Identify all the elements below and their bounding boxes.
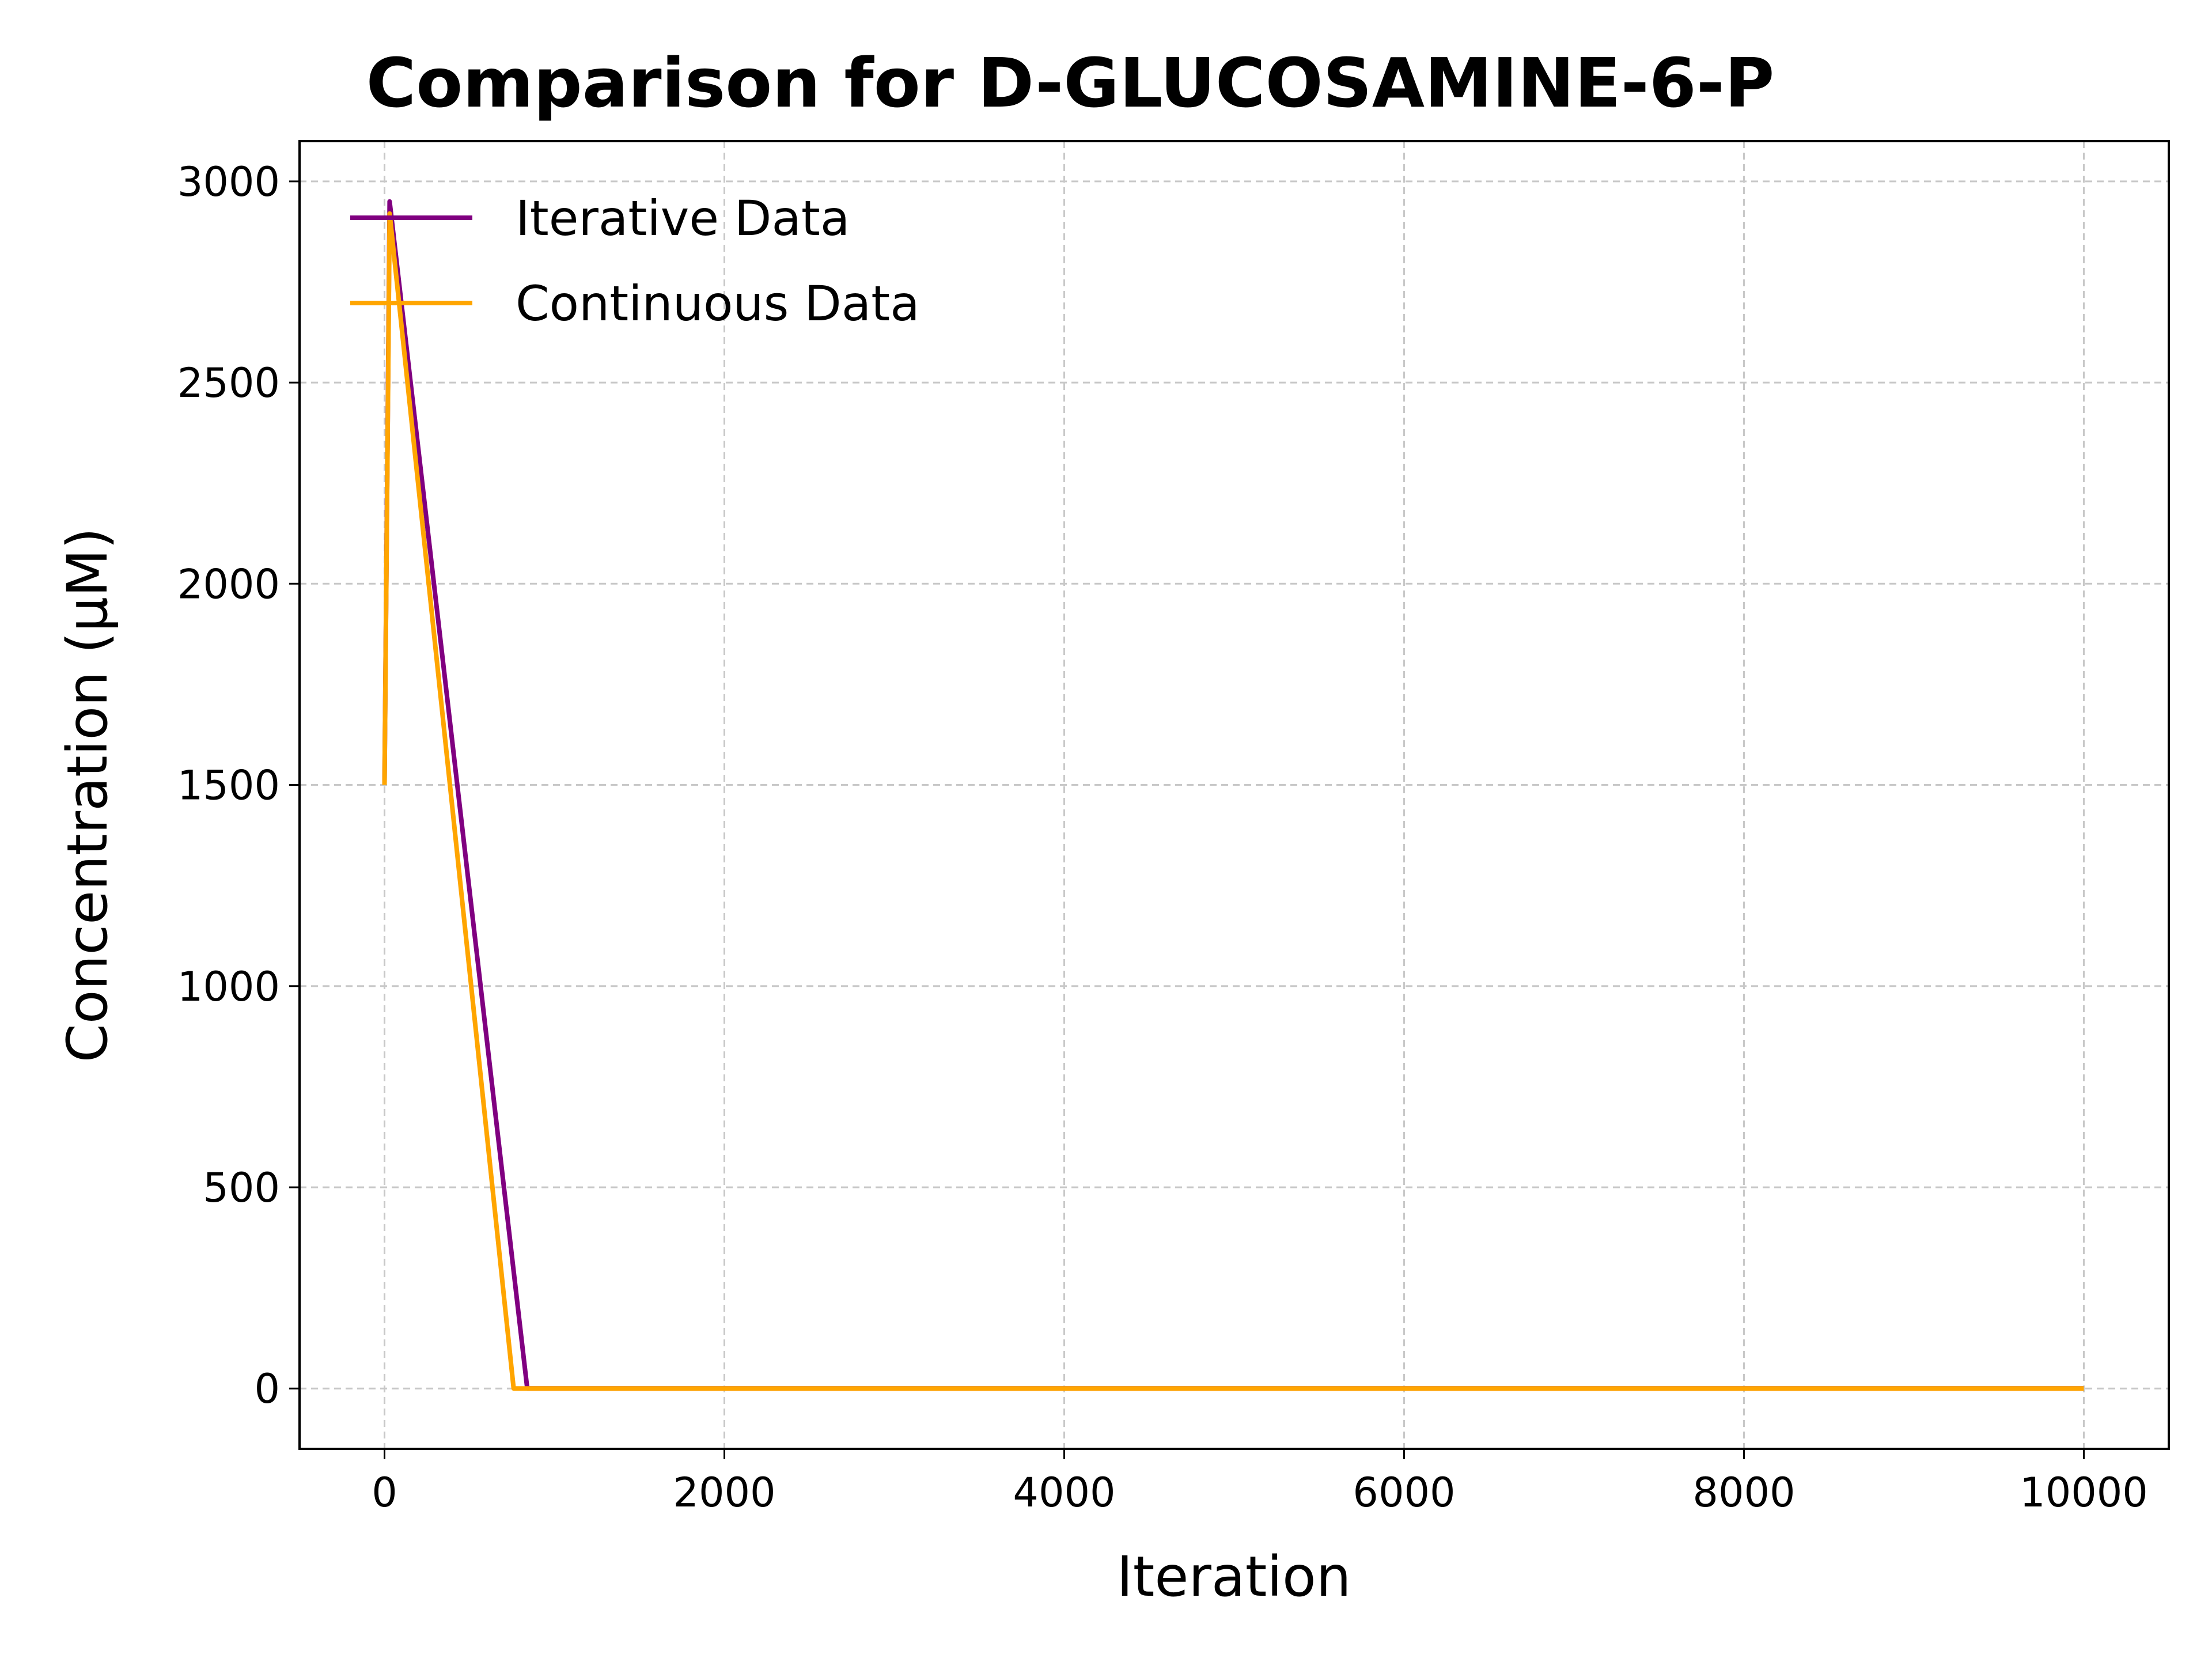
y-tick-label: 2000 (177, 561, 280, 608)
y-tick-label: 1500 (177, 762, 280, 809)
legend: Iterative Data Continuous Data (350, 190, 920, 332)
y-tick-label: 2500 (177, 359, 280, 407)
legend-label: Continuous Data (516, 275, 920, 332)
y-tick-label: 3000 (177, 158, 280, 206)
y-axis-label: Concentration (μM) (55, 528, 120, 1062)
chart-title: Comparison for D-GLUCOSAMINE-6-P (366, 43, 1775, 123)
y-tick-label: 1000 (177, 963, 280, 1010)
y-tick-label: 0 (254, 1365, 280, 1413)
tick-layer: 0 2000 4000 6000 8000 10000 0 500 1000 1500 2000 25… (177, 158, 2148, 1516)
legend-label: Iterative Data (516, 190, 850, 247)
x-tick-label: 8000 (1692, 1469, 1795, 1516)
x-tick-label: 6000 (1353, 1469, 1455, 1516)
x-tick-label: 4000 (1013, 1469, 1115, 1516)
x-tick-label: 10000 (2020, 1469, 2148, 1516)
plot-frame (298, 140, 2170, 1450)
series-line-continuous (382, 211, 2084, 1391)
x-axis-label: Iteration (1116, 1544, 1351, 1609)
x-tick-label: 0 (372, 1469, 397, 1516)
x-tick-label: 2000 (673, 1469, 775, 1516)
series-layer (382, 199, 2084, 1391)
y-tick-label: 500 (203, 1164, 280, 1212)
